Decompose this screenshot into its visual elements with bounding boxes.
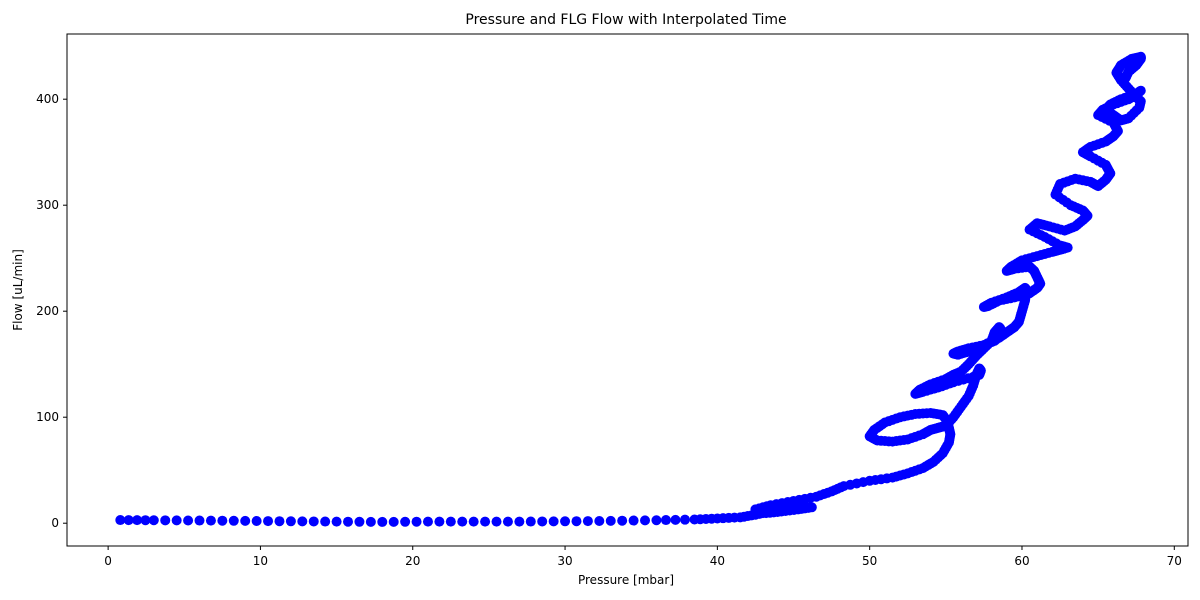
data-point [548,516,559,527]
y-tick-label: 400 [36,92,59,106]
x-tick-label: 40 [710,554,725,568]
data-point [171,515,182,526]
x-tick-label: 70 [1167,554,1182,568]
data-point [445,516,456,527]
data-point [434,516,445,527]
data-point [679,514,690,525]
data-point [115,515,126,526]
data-point [354,516,365,527]
data-point [285,516,296,527]
data-point [217,515,228,526]
data-point [308,516,319,527]
data-point [502,516,513,527]
x-axis-ticks: 0 10 20 30 40 50 60 70 [104,546,1182,568]
x-tick-label: 10 [253,554,268,568]
x-axis-title: Pressure [mbar] [578,573,674,587]
data-point [205,515,216,526]
y-tick-label: 300 [36,198,59,212]
data-point [343,516,354,527]
data-point [571,516,582,527]
data-point [660,515,671,526]
data-point [228,515,239,526]
data-point [480,516,491,527]
data-point [525,516,536,527]
data-point [628,515,639,526]
data-point [297,516,308,527]
data-point [617,515,628,526]
data-point [263,516,274,527]
x-tick-label: 30 [557,554,572,568]
data-point [274,516,285,527]
y-axis-title: Flow [uL/min] [11,249,25,331]
data-point [1120,72,1131,83]
y-tick-label: 0 [51,516,59,530]
y-tick-label: 200 [36,304,59,318]
data-point [457,516,468,527]
plot-frame [66,33,1189,547]
data-point [411,516,422,527]
data-point [160,515,171,526]
x-tick-label: 20 [405,554,420,568]
data-point [240,515,251,526]
data-point [388,516,399,527]
x-tick-label: 60 [1014,554,1029,568]
data-point [183,515,194,526]
data-point [148,515,159,526]
data-point [594,515,605,526]
y-tick-label: 100 [36,410,59,424]
data-point [651,515,662,526]
data-point [331,516,342,527]
y-axis-ticks: 0 100 200 300 400 [36,92,67,530]
data-point [320,516,331,527]
data-point [194,515,205,526]
data-point [365,516,376,527]
data-point [605,515,616,526]
data-point [582,516,593,527]
data-point [468,516,479,527]
data-point [514,516,525,527]
chart-title: Pressure and FLG Flow with Interpolated … [465,12,786,28]
data-point [560,516,571,527]
data-point [670,514,681,525]
data-point [422,516,433,527]
data-points [115,51,1146,527]
data-point [140,515,151,526]
data-point [640,515,651,526]
data-point [123,515,134,526]
data-point [400,516,411,527]
data-point [377,516,388,527]
data-point [251,515,262,526]
data-point [537,516,548,527]
x-tick-label: 50 [862,554,877,568]
data-point [132,515,143,526]
data-point [491,516,502,527]
x-tick-label: 0 [104,554,112,568]
